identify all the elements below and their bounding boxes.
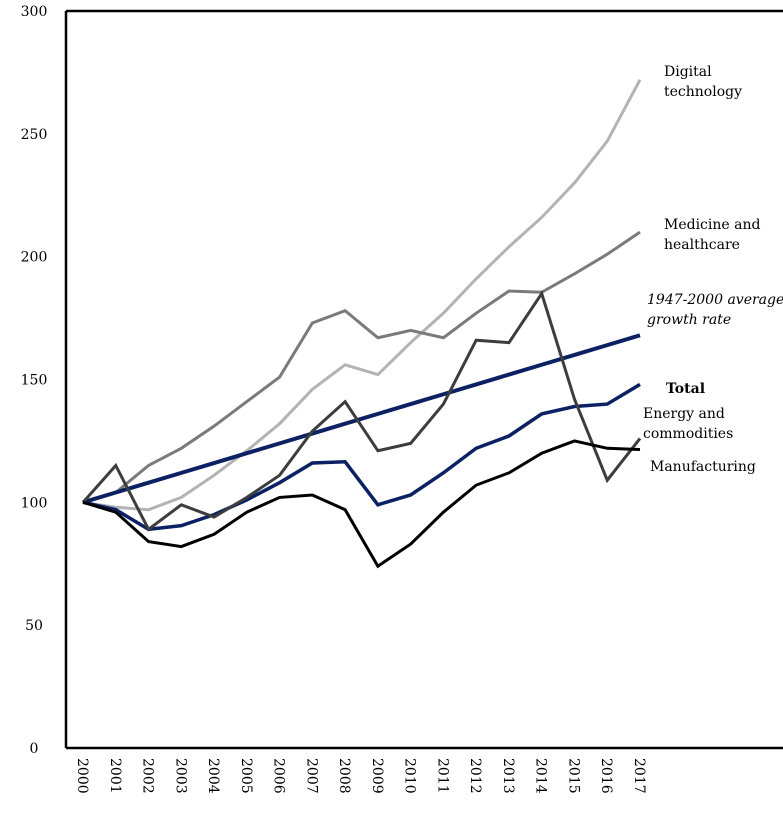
series-line <box>81 290 642 532</box>
series-line <box>82 79 642 512</box>
y-tick-label: 250 <box>21 127 48 143</box>
x-tick-label: 2008 <box>336 758 352 794</box>
y-tick-label: 200 <box>21 250 48 266</box>
x-tick-label: 2012 <box>467 758 483 794</box>
x-tick-label: 2002 <box>140 758 156 794</box>
series-label: Total <box>666 381 706 397</box>
x-tick-label: 2009 <box>369 758 385 794</box>
x-tick-label: 2013 <box>500 758 516 794</box>
y-tick-label: 100 <box>21 495 48 511</box>
series-line <box>82 230 641 504</box>
x-tick-label: 2005 <box>238 758 254 794</box>
series-line <box>82 382 641 532</box>
series-label: Energy and commodities <box>643 406 734 442</box>
x-tick-label: 2010 <box>402 758 418 794</box>
x-tick-label: 2000 <box>74 758 90 794</box>
series-line <box>82 439 641 569</box>
series-label: Medicine and healthcare <box>664 217 761 253</box>
x-tick-label: 2003 <box>172 758 188 794</box>
x-tick-label: 2014 <box>533 758 549 794</box>
y-tick-label: 50 <box>25 618 43 634</box>
series-label: 1947-2000 average growth rate <box>647 292 783 328</box>
y-tick-label: 300 <box>21 4 48 20</box>
x-tick-label: 2004 <box>205 758 221 794</box>
x-tick-label: 2001 <box>107 758 123 794</box>
y-tick-label: 0 <box>30 741 39 757</box>
x-tick-label: 2015 <box>565 758 581 794</box>
series-line <box>82 333 641 505</box>
series-label: Digital technology <box>664 64 742 100</box>
x-tick-label: 2011 <box>434 758 450 794</box>
series-label: Manufacturing <box>650 459 756 475</box>
x-tick-label: 2016 <box>598 758 614 794</box>
y-tick-label: 150 <box>21 373 48 389</box>
x-tick-label: 2006 <box>271 758 287 794</box>
x-tick-label: 2007 <box>303 758 319 794</box>
x-tick-label: 2017 <box>631 758 647 794</box>
